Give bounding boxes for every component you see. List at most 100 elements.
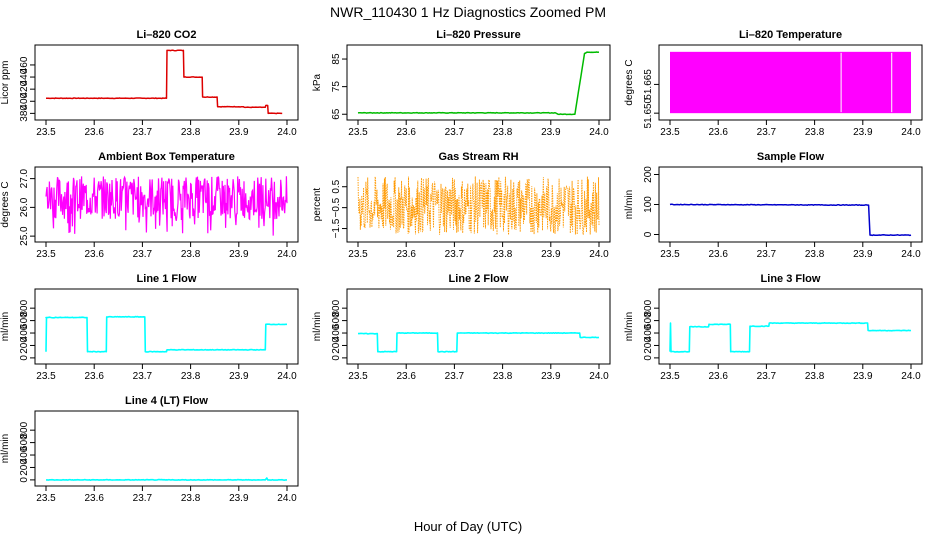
x-tick-label: 23.7: [133, 249, 153, 260]
y-tick-label: 75: [331, 81, 342, 93]
x-tick-label: 23.8: [805, 127, 825, 138]
x-tick-label: 23.9: [853, 371, 873, 382]
panel-temp: Li–820 Temperature 23.5 23.6 23.7 23.8 23.9 24…: [624, 29, 923, 138]
panel-title: Line 1 Flow: [137, 273, 197, 285]
x-tick-label: 23.8: [181, 493, 201, 504]
x-tick-label: 23.6: [396, 249, 416, 260]
x-tick-label: 23.7: [757, 249, 777, 260]
x-tick-label: 23.7: [445, 127, 465, 138]
y-tick-label: 0: [643, 231, 654, 237]
x-tick-label: 23.6: [84, 371, 104, 382]
y-axis-label: ml/min: [312, 312, 323, 341]
data-line: [669, 322, 912, 353]
plot-frame: [346, 288, 611, 365]
y-axis-label: ml/min: [624, 312, 635, 341]
x-tick-label: 23.5: [660, 249, 680, 260]
x-tick-label: 23.9: [541, 249, 561, 260]
y-axis-label: ml/min: [0, 434, 11, 463]
y-tick-label: 0: [331, 355, 342, 361]
x-tick-label: 23.7: [757, 371, 777, 382]
panel-title: Sample Flow: [757, 151, 825, 163]
plot-frame: [346, 44, 611, 121]
y-tick-label: 400: [19, 324, 30, 341]
y-tick-label: 380: [19, 105, 30, 122]
y-tick-label: 65: [331, 108, 342, 120]
plot-frame: [34, 288, 299, 365]
x-tick-label: 24.0: [589, 249, 609, 260]
panel-title: Li–820 CO2: [137, 29, 197, 41]
y-tick-label: 200: [331, 337, 342, 354]
plot-frame: [34, 44, 299, 121]
panel-title: Ambient Box Temperature: [98, 151, 235, 163]
y-tick-label: 600: [643, 312, 654, 329]
y-tick-label: 400: [19, 446, 30, 463]
y-tick-label: 200: [643, 166, 654, 183]
plot-frame: [34, 166, 299, 243]
data-band: [670, 51, 911, 114]
x-tick-label: 24.0: [277, 249, 297, 260]
panel-ambient: Ambient Box Temperature 23.5 23.6 23.7 23.8 2…: [0, 151, 299, 260]
data-line: [46, 49, 283, 115]
x-tick-label: 24.0: [901, 127, 921, 138]
panel-rh: Gas Stream RH 23.5 23.6 23.7 23.8 23.9 24.0 −1.…: [312, 151, 611, 260]
y-tick-label: 85: [331, 53, 342, 65]
plot-frame: [658, 44, 923, 121]
x-tick-label: 24.0: [589, 371, 609, 382]
y-tick-label: 460: [19, 56, 30, 73]
x-tick-label: 23.9: [229, 249, 249, 260]
y-tick-label: 27.0: [19, 168, 30, 188]
x-axis-label: Hour of Day (UTC): [414, 519, 522, 534]
data-line: [357, 51, 600, 116]
x-tick-label: 23.9: [229, 493, 249, 504]
y-axis-label: Licor ppm: [0, 61, 11, 105]
y-tick-label: 51.665: [643, 69, 654, 100]
y-tick-label: 0: [19, 477, 30, 483]
x-tick-label: 23.8: [493, 127, 513, 138]
x-tick-label: 23.9: [229, 127, 249, 138]
x-tick-label: 23.5: [660, 127, 680, 138]
x-tick-label: 23.8: [493, 371, 513, 382]
y-tick-label: 600: [19, 434, 30, 451]
x-tick-label: 23.8: [181, 127, 201, 138]
x-tick-label: 24.0: [277, 371, 297, 382]
plot-frame: [346, 166, 611, 243]
panel-title: Li–820 Temperature: [739, 29, 842, 41]
y-tick-label: 800: [19, 299, 30, 316]
x-tick-label: 23.7: [757, 127, 777, 138]
x-tick-label: 23.7: [133, 493, 153, 504]
y-tick-label: 800: [19, 421, 30, 438]
panel-title: Li–820 Pressure: [436, 29, 520, 41]
y-tick-label: 400: [19, 92, 30, 109]
x-tick-label: 23.8: [493, 249, 513, 260]
x-tick-label: 23.9: [541, 127, 561, 138]
x-tick-label: 23.7: [133, 371, 153, 382]
x-tick-label: 24.0: [277, 127, 297, 138]
x-tick-label: 23.9: [229, 371, 249, 382]
y-tick-label: 0.5: [331, 179, 342, 193]
data-line: [46, 477, 287, 481]
x-tick-label: 23.6: [84, 249, 104, 260]
y-tick-label: 420: [19, 80, 30, 97]
panel-pressure: Li–820 Pressure 23.5 23.6 23.7 23.8 23.9 24.0 6…: [312, 29, 611, 138]
x-tick-label: 23.6: [708, 249, 728, 260]
y-tick-label: 200: [643, 337, 654, 354]
panel-line1: Line 1 Flow 23.5 23.6 23.7 23.8 23.9 24.0 02004…: [0, 273, 299, 382]
panel-line2: Line 2 Flow 23.5 23.6 23.7 23.8 23.9 24.0 02004…: [312, 273, 611, 382]
x-tick-label: 23.7: [445, 249, 465, 260]
data-line: [45, 315, 287, 353]
y-axis-label: ml/min: [0, 312, 11, 341]
panel-title: Line 3 Flow: [761, 273, 821, 285]
plot-frame: [658, 288, 923, 365]
x-tick-label: 23.5: [36, 371, 56, 382]
figure-title: NWR_110430 1 Hz Diagnostics Zoomed PM: [330, 4, 606, 20]
x-tick-label: 24.0: [589, 127, 609, 138]
y-tick-label: 600: [19, 312, 30, 329]
y-tick-label: 200: [19, 459, 30, 476]
x-tick-label: 23.7: [133, 127, 153, 138]
y-tick-label: 26.0: [19, 197, 30, 217]
data-points: [357, 176, 600, 235]
plot-frame: [34, 410, 299, 487]
y-tick-label: 440: [19, 68, 30, 85]
y-tick-label: 400: [331, 324, 342, 341]
